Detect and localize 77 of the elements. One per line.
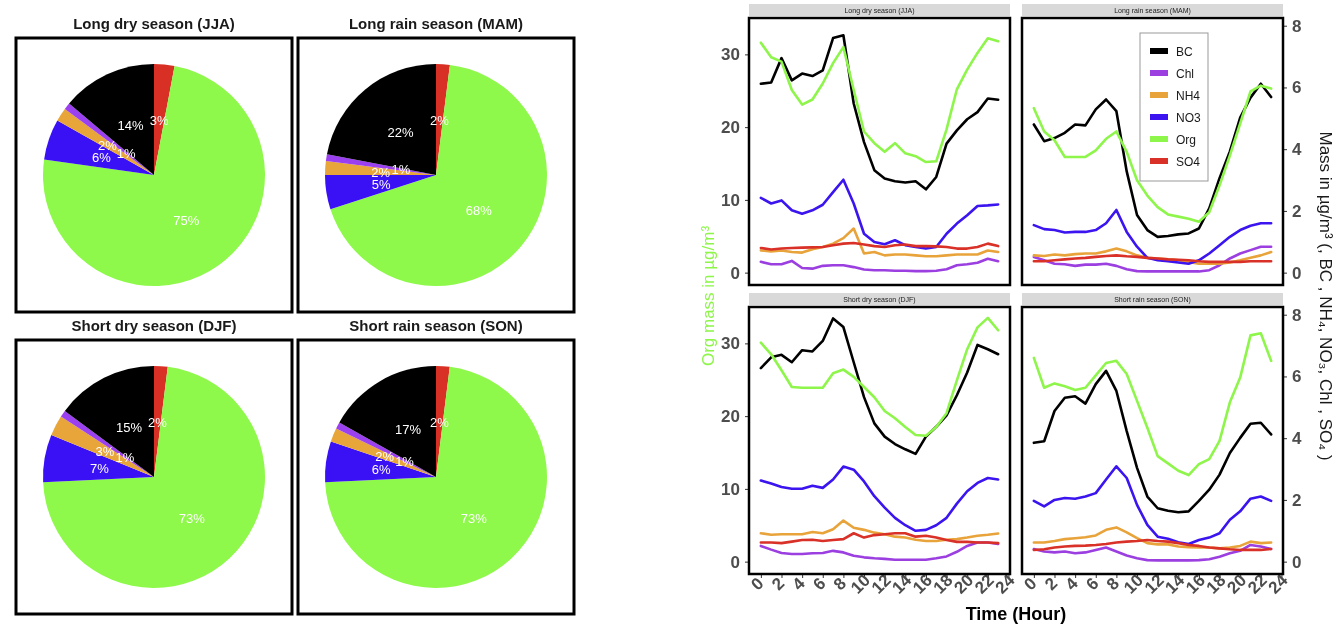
data-label: 1% <box>391 162 411 178</box>
y-tick-label: 20 <box>721 407 740 427</box>
data-label: 15% <box>116 420 143 436</box>
y2-tick-label: 6 <box>1292 78 1302 98</box>
data-label: 14% <box>117 117 145 133</box>
legend-label: SO4 <box>1176 154 1201 169</box>
pie-slice <box>325 154 436 175</box>
y-tick-label: 20 <box>721 118 740 138</box>
y2-tick-label: 8 <box>1292 305 1302 325</box>
y-tick-label: 10 <box>721 479 740 499</box>
pie-slice <box>325 441 436 483</box>
y-axis-title: Org mass in µg/m³ <box>699 225 718 367</box>
data-label: 68% <box>465 203 493 219</box>
data-label: 75% <box>173 213 200 229</box>
data-label: 1% <box>115 449 135 465</box>
chart-title: Long rain season (MAM) <box>348 15 524 32</box>
line-series <box>1032 245 1273 273</box>
data-label: 73% <box>460 510 488 526</box>
line-series <box>1032 369 1273 514</box>
data-label: 7% <box>89 460 110 476</box>
y2-axis-title: Mass in µg/m³ (, BC , NH₄, NO₃, Chl , SO₄ ) <box>1316 131 1335 461</box>
data-label: 5% <box>371 176 392 192</box>
y-tick-label: 30 <box>721 45 740 65</box>
x-tick-label: 2 <box>1041 574 1062 595</box>
y2-tick-label: 4 <box>1292 429 1302 449</box>
y2-tick-label: 6 <box>1292 367 1302 387</box>
data-label: 2% <box>148 414 168 430</box>
pie-slice <box>43 65 265 286</box>
data-label: 73% <box>178 510 206 526</box>
chart-title: Long dry season (JJA) <box>73 15 235 32</box>
line-series <box>759 37 1000 164</box>
y-tick-label: 30 <box>721 334 740 354</box>
legend-label: Chl <box>1176 66 1195 81</box>
line-series <box>1032 543 1273 562</box>
legend-label: BC <box>1176 44 1193 59</box>
pie-slice <box>43 434 154 483</box>
data-label: 6% <box>371 462 391 478</box>
pie-slice <box>325 366 547 588</box>
line-series <box>1032 208 1273 265</box>
data-label: 6% <box>92 150 112 166</box>
x-axis-title: Time (Hour) <box>965 604 1067 624</box>
pie-slice <box>330 64 547 286</box>
y2-tick-label: 2 <box>1292 201 1302 221</box>
data-label: 22% <box>387 125 415 141</box>
data-label: 1% <box>395 453 415 469</box>
x-tick-label: 8 <box>829 574 851 595</box>
y-tick-label: 0 <box>730 552 740 572</box>
x-tick-label: 0 <box>1020 574 1041 595</box>
legend-label: Org <box>1176 132 1197 147</box>
line-series <box>1032 464 1273 546</box>
legend-label: NH4 <box>1176 88 1201 103</box>
x-tick-label: 6 <box>809 574 830 595</box>
x-tick-label: 8 <box>1102 574 1124 595</box>
pie-slice <box>325 175 436 210</box>
x-tick-label: 2 <box>768 574 789 595</box>
data-label: 2% <box>430 414 450 430</box>
x-tick-label: 4 <box>788 573 810 595</box>
y2-tick-label: 4 <box>1292 140 1302 160</box>
line-series <box>1032 538 1273 552</box>
data-label: 3% <box>95 444 115 460</box>
y2-tick-label: 2 <box>1292 490 1302 510</box>
y2-tick-label: 0 <box>1292 263 1302 283</box>
y2-tick-label: 0 <box>1292 552 1302 572</box>
y-tick-label: 0 <box>730 263 740 283</box>
data-label: 17% <box>394 422 422 438</box>
legend-label: NO3 <box>1176 110 1201 125</box>
y-tick-label: 10 <box>721 190 740 210</box>
x-tick-label: 0 <box>747 574 768 595</box>
chart-title: Short rain season (SON) <box>349 317 523 334</box>
y2-tick-label: 8 <box>1292 16 1302 36</box>
chart-title: Short dry season (DJF) <box>71 317 237 334</box>
pie-slice <box>43 366 265 588</box>
x-tick-label: 4 <box>1061 573 1083 595</box>
x-tick-label: 6 <box>1082 574 1103 595</box>
data-label: 2% <box>430 112 450 128</box>
data-label: 1% <box>116 145 136 161</box>
line-series <box>1032 254 1273 264</box>
